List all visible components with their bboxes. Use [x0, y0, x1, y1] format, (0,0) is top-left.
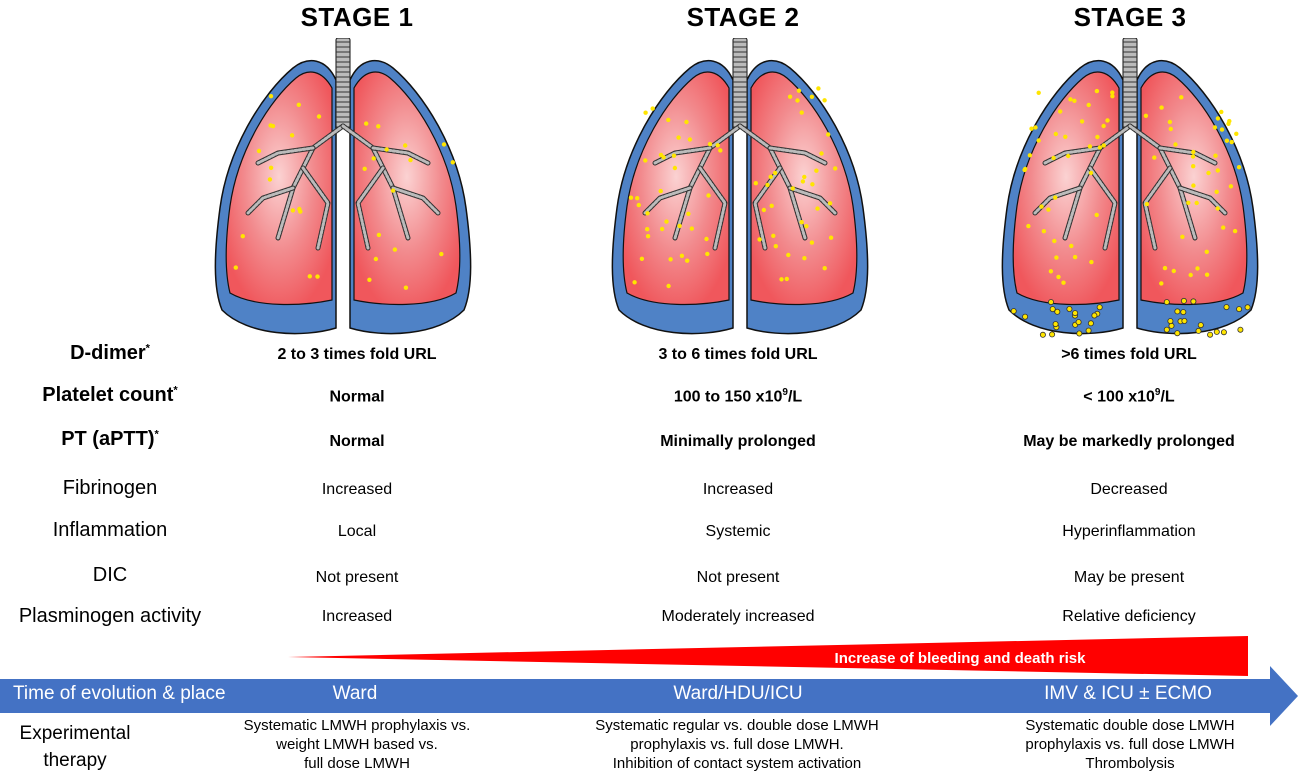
stage-3-therapy-line-1: Systematic double dose LMWH [1025, 717, 1235, 734]
stage-3-pt: May be markedly prolonged [1023, 433, 1235, 450]
stage-2-inflammation: Systemic [705, 523, 771, 540]
stage-3-therapy-line-2: prophylaxis vs. full dose LMWH [1025, 736, 1235, 753]
label-platelet-count: Platelet count* [42, 384, 178, 406]
stage-1-therapy-line-1: Systematic LMWH prophylaxis vs. [243, 717, 471, 734]
label-dic: DIC [92, 564, 128, 586]
risk-wedge-label: Increase of bleeding and death risk [834, 650, 1086, 667]
timeline-label: Time of evolution & place [13, 683, 226, 704]
stage-2-fibrinogen: Increased [702, 481, 774, 498]
stage-3-d-dimer: >6 times fold URL [1061, 346, 1197, 363]
stage-2-d-dimer: 3 to 6 times fold URL [658, 346, 818, 363]
stage-3-therapy-line-3: Thrombolysis [1085, 755, 1175, 772]
stage-2-platelet-count: 100 to 150 x109/L [673, 387, 803, 406]
stage-3-dic: May be present [1073, 569, 1185, 586]
stage-1-d-dimer: 2 to 3 times fold URL [277, 346, 437, 363]
stage-1-place: Ward [332, 683, 378, 704]
stage-2-pt: Minimally prolonged [660, 433, 816, 450]
label-plasminogen-activity: Plasminogen activity [18, 605, 202, 627]
stage-2-place: Ward/HDU/ICU [673, 683, 803, 704]
stage-2-therapy: Systematic regular vs. double dose LMWH … [547, 716, 927, 773]
stage-1-inflammation: Local [337, 523, 377, 540]
stage-3-lungs-icon [1001, 38, 1259, 338]
stage-3-therapy: Systematic double dose LMWH prophylaxis … [940, 716, 1300, 773]
bleeding-risk-wedge [288, 636, 1248, 676]
stage-3-place: IMV & ICU ± ECMO [1044, 683, 1212, 704]
label-d-dimer: D-dimer* [70, 342, 150, 364]
timeline-arrow-right-icon [0, 666, 1298, 726]
label-experimental-therapy: Experimental therapy [0, 720, 150, 774]
stage-3-fibrinogen: Decreased [1090, 481, 1168, 498]
risk-wedge-shape [288, 636, 1248, 676]
stage-2-lungs-icon [611, 38, 869, 335]
stage-1-lungs-icon [214, 38, 472, 335]
stage-1-platelet-count: Normal [329, 388, 385, 406]
stage-3-title: STAGE 3 [1073, 2, 1187, 32]
stage-1-therapy-line-2: weight LMWH based vs. [276, 736, 438, 753]
stage-1-fibrinogen: Increased [321, 481, 393, 498]
stage-1-plasminogen: Increased [321, 608, 393, 625]
stage-1-therapy: Systematic LMWH prophylaxis vs. weight L… [167, 716, 547, 773]
stage-2-plasminogen: Moderately increased [661, 608, 815, 625]
stage-2-therapy-line-1: Systematic regular vs. double dose LMWH [595, 717, 879, 734]
stage-3-inflammation: Hyperinflammation [1062, 523, 1196, 540]
label-pt-aptt: PT (aPTT)* [61, 428, 159, 450]
stage-2-title: STAGE 2 [686, 2, 800, 32]
stage-2-therapy-line-3: Inhibition of contact system activation [612, 755, 862, 772]
stage-1-therapy-line-3: full dose LMWH [304, 755, 410, 772]
label-fibrinogen: Fibrinogen [62, 477, 158, 499]
label-inflammation: Inflammation [52, 519, 168, 541]
stage-1-title: STAGE 1 [300, 2, 414, 32]
stage-3-plasminogen: Relative deficiency [1062, 608, 1196, 625]
stage-3-platelet-count: < 100 x109/L [1083, 387, 1175, 406]
stage-2-dic: Not present [696, 569, 780, 586]
experimental-label-line-2: therapy [43, 750, 107, 771]
experimental-label-line-1: Experimental [19, 723, 131, 744]
stage-1-dic: Not present [315, 569, 399, 586]
stage-1-pt: Normal [329, 433, 385, 450]
stage-2-therapy-line-2: prophylaxis vs. full dose LMWH. [630, 736, 844, 753]
